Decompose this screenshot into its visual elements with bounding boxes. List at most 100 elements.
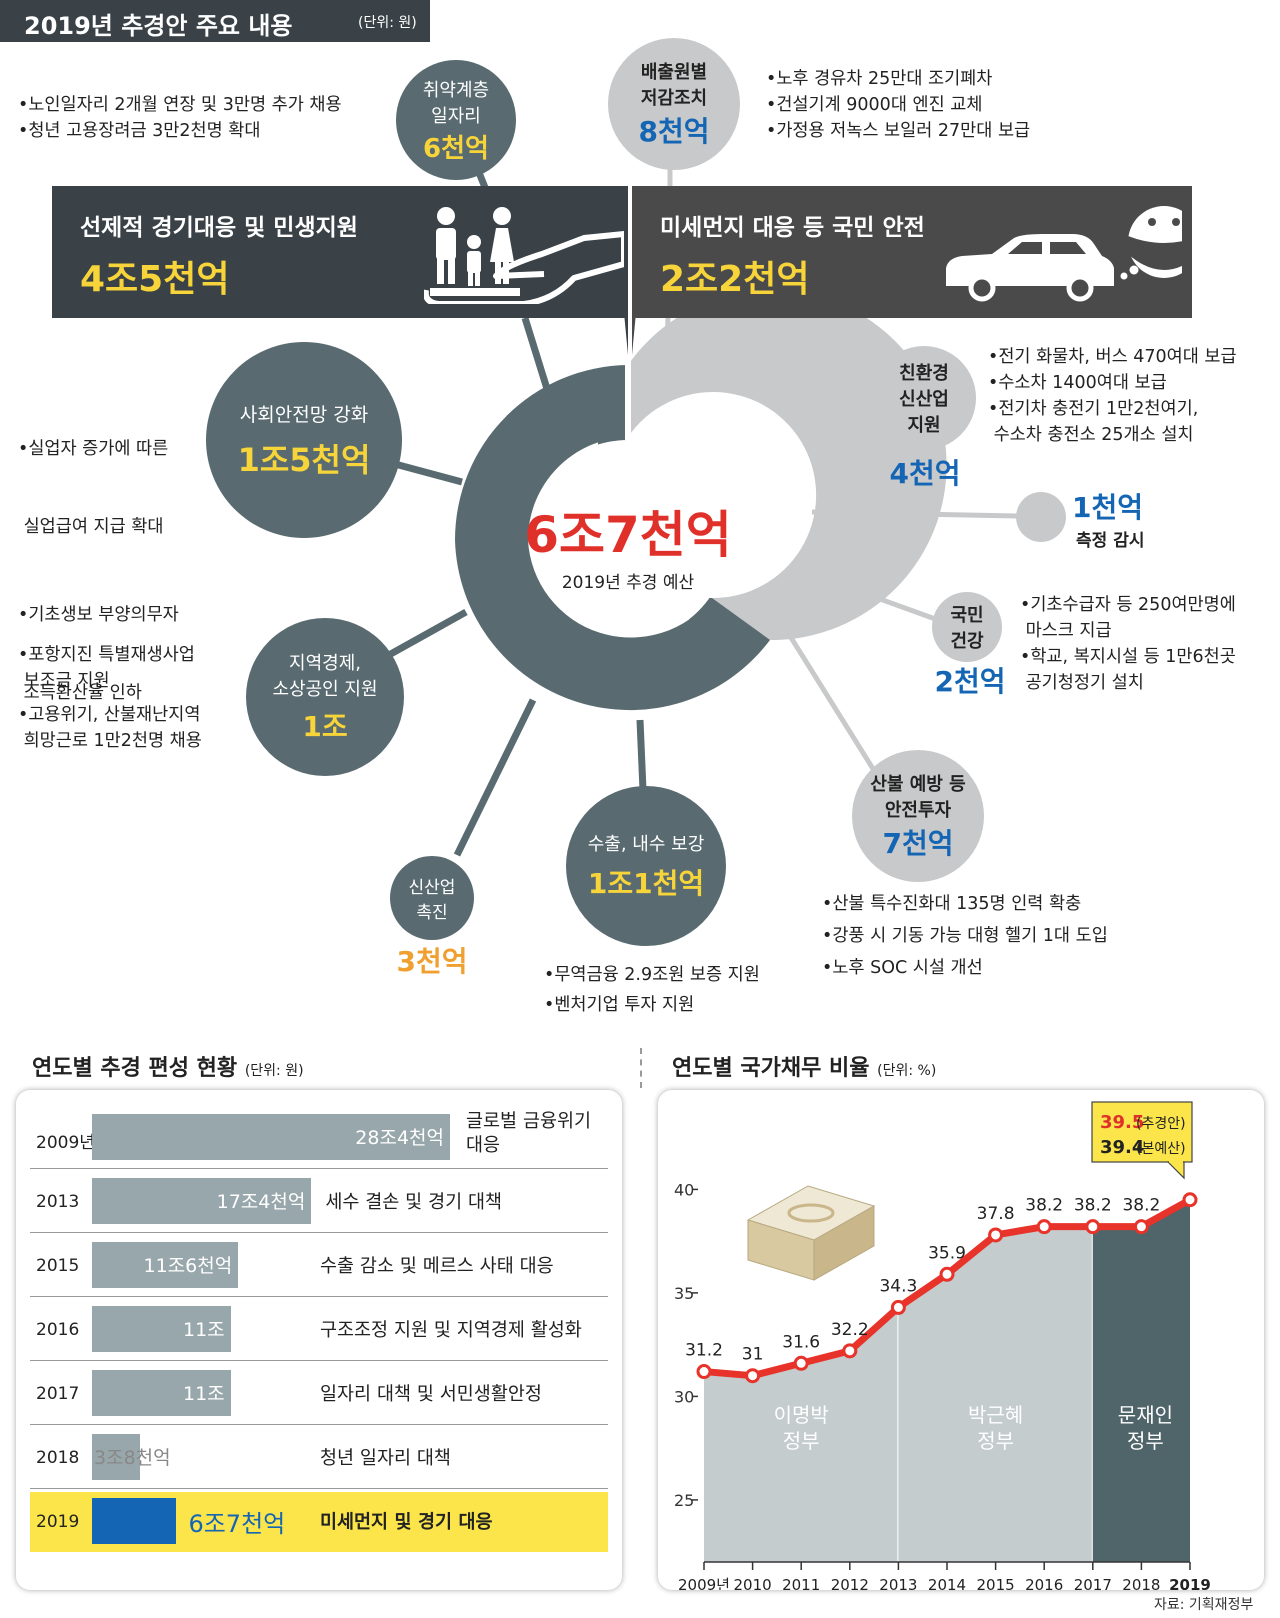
item-regional: 지역경제, 소상공인 지원 1조 xyxy=(246,618,404,776)
item-health-l2: 건강 xyxy=(950,631,984,652)
bullet: 수소차 충전소 25개소 설치 xyxy=(988,425,1194,445)
bar-value-label: 11조6천억 xyxy=(143,1255,233,1277)
bullet: 소득환산율 인하 xyxy=(18,683,142,703)
data-label: 38.2 xyxy=(1025,1196,1063,1216)
bar-value-label: 17조4천억 xyxy=(216,1191,306,1213)
bar xyxy=(92,1114,450,1160)
era-label: 정부 xyxy=(977,1429,1014,1453)
box-finedust: 미세먼지 대응 등 국민 안전 2조2천억 xyxy=(632,186,1192,318)
item-health: 국민 건강 xyxy=(932,592,1002,662)
annotation-text-1: (추경안) xyxy=(1136,1116,1186,1132)
x-tick-label: 2019 xyxy=(1169,1576,1211,1590)
y-tick-label: 40 xyxy=(674,1180,694,1199)
bullets-health: •기초수급자 등 250여만명에 마스크 지급 •학교, 복지시설 등 1만6천… xyxy=(1020,592,1236,696)
data-point xyxy=(1036,1219,1052,1235)
data-label: 35.9 xyxy=(928,1243,966,1263)
bullet: 마스크 지급 xyxy=(1020,621,1112,641)
bar-row-2017 xyxy=(30,1364,608,1425)
car-mask-icon xyxy=(946,206,1182,302)
bar-row-2009년 xyxy=(30,1108,608,1169)
line-section-title-text: 연도별 국가채무 비율 xyxy=(672,1056,870,1081)
annotation-text-2: (본예산) xyxy=(1136,1141,1186,1157)
bullet: 공기청정기 설치 xyxy=(1020,673,1144,693)
data-point xyxy=(1133,1219,1149,1235)
bar-description: 구조조정 지원 및 지역경제 활성화 xyxy=(320,1320,582,1341)
page-unit: (단위: 원) xyxy=(358,15,417,31)
bullets-eco: •전기 화물차, 버스 470여대 보급 •수소차 1400여대 보급 •전기차… xyxy=(988,344,1237,448)
item-industrial-l2: 안전투자 xyxy=(884,800,952,821)
data-point xyxy=(939,1266,955,1282)
bar-panel: 2009년 28조4천억 글로벌 금융위기 대응 2013 17조4천억 세수 결손 및 … xyxy=(16,1090,622,1590)
center-value: 6조7천억 xyxy=(524,506,732,564)
item-export: 수출, 내수 보강 1조1천억 xyxy=(566,786,726,946)
bar-row-2016 xyxy=(30,1300,608,1361)
bar-value-label: 11조 xyxy=(182,1319,225,1341)
era-area xyxy=(898,1226,1093,1562)
x-tick-label: 2015 xyxy=(977,1576,1015,1590)
item-eco-l2: 신산업 xyxy=(899,389,949,410)
bar-description: 청년 일자리 대책 xyxy=(320,1448,451,1469)
box-economy-title: 선제적 경기대응 및 민생지원 xyxy=(80,215,358,241)
data-label: 31.2 xyxy=(685,1341,723,1361)
data-label: 38.2 xyxy=(1122,1196,1160,1216)
item-industrial-value: 7천억 xyxy=(882,827,954,860)
annotation-pointer xyxy=(1166,1161,1185,1180)
data-point xyxy=(1182,1192,1198,1208)
bar-year: 2009년 xyxy=(36,1133,95,1153)
item-emission-l2: 저감조치 xyxy=(640,88,708,109)
bullet: •산불 특수진화대 135명 인력 확충 xyxy=(822,894,1082,914)
item-newind-l1: 신산업 xyxy=(408,878,456,898)
bullet: •기초수급자 등 250여만명에 xyxy=(1020,595,1236,615)
bullet: •노후 경유차 25만대 조기폐차 xyxy=(766,69,993,89)
bullets-jobs: •노인일자리 2개월 연장 및 3만명 추가 채용 •청년 고용장려금 3만2천… xyxy=(18,92,342,144)
family-hand-icon xyxy=(424,207,624,304)
y-tick-label: 30 xyxy=(674,1387,694,1406)
item-monitor-label: 측정 감시 xyxy=(1076,531,1145,551)
item-regional-value: 1조 xyxy=(302,710,348,743)
bullet: •무역금융 2.9조원 보증 지원 xyxy=(544,965,760,985)
bullets-emission: •노후 경유차 25만대 조기폐차 •건설기계 9000대 엔진 교체 •가정용… xyxy=(766,66,1030,144)
bar xyxy=(92,1178,312,1224)
bar-year: 2016 xyxy=(36,1320,80,1340)
bar-chart: 2009년 28조4천억 글로벌 금융위기 대응 2013 17조4천억 세수 결손 및 … xyxy=(16,1090,622,1590)
era-label: 이명박 xyxy=(774,1403,829,1427)
era-label: 박근혜 xyxy=(968,1403,1023,1427)
bullet: •벤처기업 투자 지원 xyxy=(544,995,695,1015)
bullet: •강풍 시 기동 가능 대형 헬기 1대 도입 xyxy=(822,926,1108,946)
data-point xyxy=(793,1355,809,1371)
line-section-unit: (단위: %) xyxy=(877,1063,937,1079)
y-tick-label: 25 xyxy=(674,1491,694,1510)
bullet: •건설기계 9000대 엔진 교체 xyxy=(766,95,983,115)
item-export-value: 1조1천억 xyxy=(587,867,705,900)
data-point xyxy=(988,1227,1004,1243)
x-tick-label: 2011 xyxy=(782,1576,820,1590)
x-tick-label: 2018 xyxy=(1122,1576,1160,1590)
data-label: 34.3 xyxy=(879,1276,917,1296)
bullet: •실업자 증가에 따른 xyxy=(18,439,169,459)
bullet: •학교, 복지시설 등 1만6천곳 xyxy=(1020,647,1236,667)
bullet: •포항지진 특별재생사업 xyxy=(18,645,195,665)
bullet: 희망근로 1만2천명 채용 xyxy=(18,731,202,751)
item-health-l1: 국민 xyxy=(950,605,984,626)
money-bundle-icon xyxy=(746,1185,876,1281)
page-title: 2019년 추경안 주요 내용 xyxy=(24,12,293,40)
bullet: 보조금 지원 xyxy=(18,671,110,691)
box-finedust-value: 2조2천억 xyxy=(660,259,810,300)
era-label: 문재인 xyxy=(1118,1403,1173,1427)
x-tick-label: 2014 xyxy=(928,1576,966,1590)
bar-value-label: 28조4천억 xyxy=(355,1127,444,1149)
bullet: •전기 화물차, 버스 470여대 보급 xyxy=(988,347,1237,367)
item-eco-value: 4천억 xyxy=(889,457,961,490)
data-point xyxy=(696,1364,712,1380)
infographic-lines xyxy=(378,130,1021,857)
x-tick-label: 2017 xyxy=(1074,1576,1112,1590)
bullets-safety-net: •실업자 증가에 따른 실업급여 지급 확대 •기초생보 부양의무자 소득환산율… xyxy=(18,384,179,732)
bullet: •노후 SOC 시설 개선 xyxy=(822,958,983,978)
bar-section-unit: (단위: 원) xyxy=(244,1063,304,1079)
bar-description: 글로벌 금융위기 대응 xyxy=(466,1111,592,1156)
bar-description: 일자리 대책 및 서민생활안정 xyxy=(320,1384,542,1405)
x-tick-label: 2016 xyxy=(1025,1576,1063,1590)
bullet: •노인일자리 2개월 연장 및 3만명 추가 채용 xyxy=(18,95,342,115)
bar-value-label: 3조8천억 xyxy=(94,1447,171,1469)
